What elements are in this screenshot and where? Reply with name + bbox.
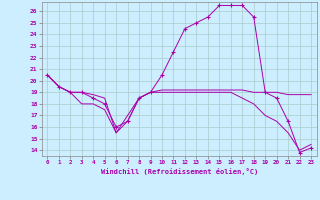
X-axis label: Windchill (Refroidissement éolien,°C): Windchill (Refroidissement éolien,°C) [100, 168, 258, 175]
